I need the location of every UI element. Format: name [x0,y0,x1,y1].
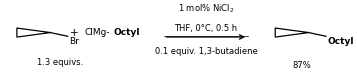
Text: 1.3 equivs.: 1.3 equivs. [37,58,84,67]
Text: THF, 0°C, 0.5 h: THF, 0°C, 0.5 h [175,24,237,33]
Text: 87%: 87% [292,61,311,70]
Text: Octyl: Octyl [327,37,353,46]
Text: ClMg-: ClMg- [84,28,110,37]
Text: Br: Br [69,37,79,46]
Text: 0.1 equiv. 1,3-butadiene: 0.1 equiv. 1,3-butadiene [155,47,257,56]
Text: Octyl: Octyl [113,28,140,37]
Text: +: + [70,28,79,38]
Text: 1 mol% NiCl$_2$: 1 mol% NiCl$_2$ [178,2,234,15]
